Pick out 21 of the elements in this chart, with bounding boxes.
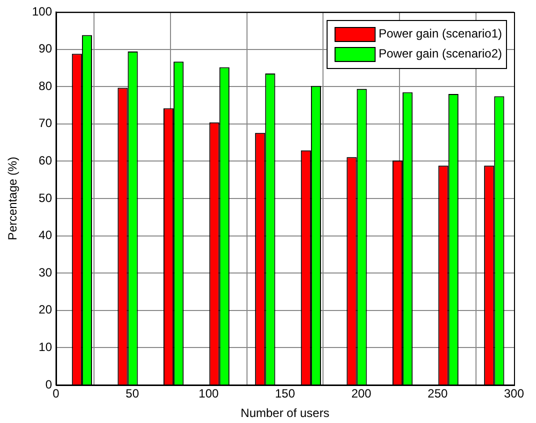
y-tick-label: 0: [45, 377, 52, 392]
legend-label: Power gain (scenario2): [378, 46, 502, 60]
x-tick-label: 250: [428, 386, 448, 401]
y-tick-label: 90: [38, 42, 52, 56]
y-tick-label: 50: [38, 190, 52, 205]
y-tick-label: 10: [38, 340, 52, 354]
x-tick-label: 100: [198, 386, 219, 401]
legend-label: Power gain (scenario1): [378, 26, 502, 40]
x-tick-label: 50: [126, 386, 140, 401]
x-tick-label: 200: [351, 386, 372, 401]
x-tick-label: 300: [504, 386, 524, 401]
x-tick-label: 150: [274, 386, 296, 401]
y-tick-label: 100: [32, 4, 52, 18]
y-tick-label: 40: [38, 228, 52, 242]
y-tick-label: 80: [38, 78, 52, 93]
y-tick-label: 20: [38, 302, 52, 317]
y-tick-label: 60: [38, 154, 52, 168]
y-tick-label: 30: [38, 265, 52, 280]
y-tick-label: 70: [38, 116, 52, 130]
y-axis-title: Percentage (%): [6, 156, 20, 240]
x-axis-title: Number of users: [240, 406, 330, 420]
